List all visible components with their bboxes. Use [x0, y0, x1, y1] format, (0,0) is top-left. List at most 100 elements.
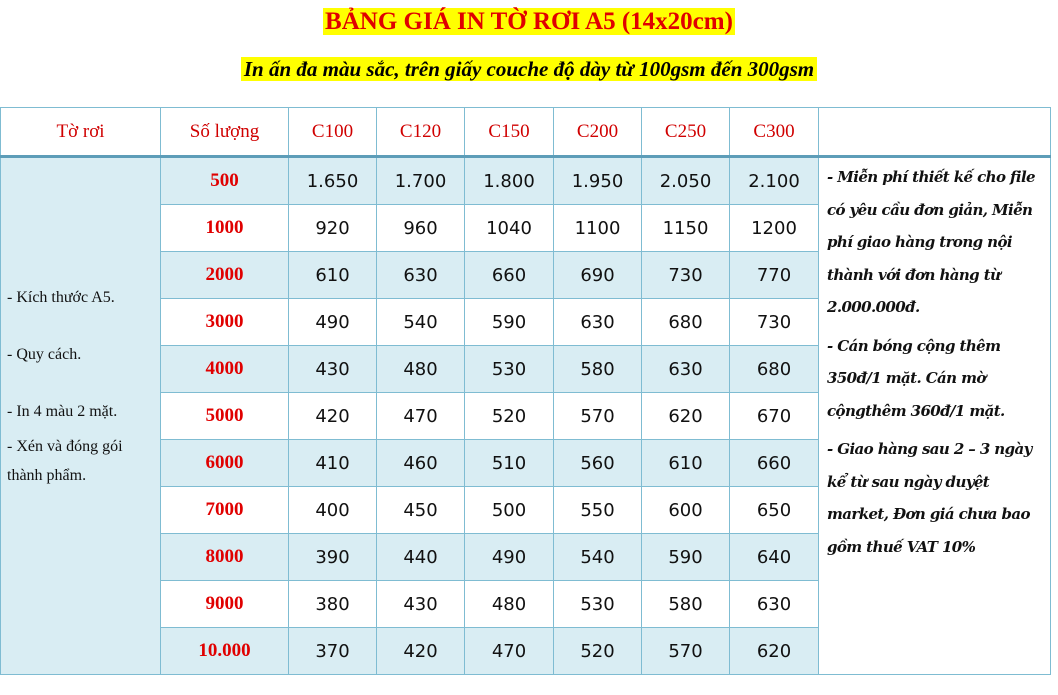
- price-cell: 1.700: [376, 156, 465, 205]
- table-row: 9000 380 430 480 530 580 630: [1, 580, 1051, 628]
- column-header: Số lượng: [160, 107, 289, 158]
- price-cell: 620: [641, 392, 730, 440]
- price-cell: 680: [729, 345, 819, 393]
- price-cell: 2.050: [641, 156, 730, 205]
- price-cell: 630: [553, 298, 642, 346]
- spec-cell: - Kích thước A5. - Quy cách. - In 4 màu 2 …: [0, 156, 161, 675]
- price-cell: 450: [376, 486, 465, 534]
- price-cell: 430: [288, 345, 377, 393]
- quantity-cell: 9000: [160, 580, 289, 628]
- price-cell: 400: [288, 486, 377, 534]
- price-cell: 1150: [641, 204, 730, 252]
- price-table: Tờ rơi Số lượng C100 C120 C150 C200 C250 C300 -…: [0, 107, 1051, 675]
- price-cell: 420: [376, 627, 465, 675]
- quantity-cell: 500: [160, 156, 289, 205]
- page-subtitle: In ấn đa màu sắc, trên giấy couche độ dà…: [0, 57, 1058, 82]
- price-cell: 630: [641, 345, 730, 393]
- column-header: C300: [729, 107, 819, 158]
- price-cell: 490: [288, 298, 377, 346]
- price-cell: 370: [288, 627, 377, 675]
- price-cell: 520: [553, 627, 642, 675]
- price-cell: 1.800: [464, 156, 554, 205]
- price-cell: 520: [464, 392, 554, 440]
- price-cell: 630: [376, 251, 465, 299]
- price-cell: 590: [641, 533, 730, 581]
- quantity-cell: 2000: [160, 251, 289, 299]
- price-cell: 460: [376, 439, 465, 487]
- column-header: C250: [641, 107, 730, 158]
- quantity-cell: 8000: [160, 533, 289, 581]
- spec-line: - In 4 màu 2 mặt.: [7, 402, 118, 420]
- price-cell: 1.950: [553, 156, 642, 205]
- column-header: Tờ rơi: [0, 107, 161, 158]
- price-cell: 640: [729, 533, 819, 581]
- price-cell: 500: [464, 486, 554, 534]
- price-cell: 2.100: [729, 156, 819, 205]
- note-paragraph: - Giao hàng sau 2 – 3 ngày kể từ sau ngà…: [827, 440, 1032, 556]
- price-cell: 380: [288, 580, 377, 628]
- price-cell: 600: [641, 486, 730, 534]
- price-cell: 620: [729, 627, 819, 675]
- price-cell: 610: [641, 439, 730, 487]
- price-cell: 610: [288, 251, 377, 299]
- table-row: 3000 490 540 590 630 680 730: [1, 298, 1051, 346]
- price-cell: 530: [553, 580, 642, 628]
- table-row: 8000 390 440 490 540 590 640: [1, 533, 1051, 581]
- price-cell: 570: [553, 392, 642, 440]
- price-cell: 660: [464, 251, 554, 299]
- price-cell: 540: [553, 533, 642, 581]
- table-row: 6000 410 460 510 560 610 660: [1, 439, 1051, 487]
- table-row: 5000 420 470 520 570 620 670: [1, 392, 1051, 440]
- price-cell: 570: [641, 627, 730, 675]
- spec-line: - Quy cách.: [7, 345, 82, 363]
- price-cell: 410: [288, 439, 377, 487]
- price-cell: 920: [288, 204, 377, 252]
- quantity-cell: 3000: [160, 298, 289, 346]
- price-cell: 580: [553, 345, 642, 393]
- notes-cell: - Miễn phí thiết kế cho file có yêu cầu …: [818, 156, 1051, 675]
- quantity-cell: 5000: [160, 392, 289, 440]
- column-header: C100: [288, 107, 377, 158]
- note-paragraph: - Cán bóng cộng thêm 350đ/1 mặt. Cán mờ …: [827, 336, 1005, 420]
- notes-header: [818, 107, 1051, 158]
- price-cell: 580: [641, 580, 730, 628]
- quantity-cell: 1000: [160, 204, 289, 252]
- price-cell: 560: [553, 439, 642, 487]
- price-cell: 530: [464, 345, 554, 393]
- column-header: C200: [553, 107, 642, 158]
- price-cell: 480: [464, 580, 554, 628]
- price-cell: 1040: [464, 204, 554, 252]
- quantity-cell: 4000: [160, 345, 289, 393]
- table-row: 10.000 370 420 470 520 570 620: [1, 627, 1051, 675]
- price-cell: 470: [464, 627, 554, 675]
- table-row: 1000 920 960 1040 1100 1150 1200: [1, 204, 1051, 252]
- note-paragraph: - Miễn phí thiết kế cho file có yêu cầu …: [827, 168, 1036, 316]
- price-cell: 510: [464, 439, 554, 487]
- table-row: 2000 610 630 660 690 730 770: [1, 251, 1051, 299]
- table-row: 7000 400 450 500 550 600 650: [1, 486, 1051, 534]
- price-cell: 630: [729, 580, 819, 628]
- price-cell: 690: [553, 251, 642, 299]
- price-cell: 730: [641, 251, 730, 299]
- price-cell: 390: [288, 533, 377, 581]
- price-cell: 1200: [729, 204, 819, 252]
- spec-line: - Xén và đóng gói thành phẩm.: [7, 437, 123, 484]
- column-header: C150: [464, 107, 554, 158]
- quantity-cell: 7000: [160, 486, 289, 534]
- price-cell: 480: [376, 345, 465, 393]
- price-cell: 470: [376, 392, 465, 440]
- price-cell: 960: [376, 204, 465, 252]
- price-cell: 1100: [553, 204, 642, 252]
- price-cell: 660: [729, 439, 819, 487]
- table-row: - Kích thước A5. - Quy cách. - In 4 màu 2 …: [0, 156, 1051, 675]
- price-cell: 670: [729, 392, 819, 440]
- price-cell: 540: [376, 298, 465, 346]
- price-cell: 730: [729, 298, 819, 346]
- price-cell: 430: [376, 580, 465, 628]
- page-title: BẢNG GIÁ IN TỜ RƠI A5 (14x20cm): [323, 8, 735, 35]
- price-cell: 490: [464, 533, 554, 581]
- price-cell: 550: [553, 486, 642, 534]
- price-cell: 770: [729, 251, 819, 299]
- price-cell: 650: [729, 486, 819, 534]
- price-cell: 1.650: [288, 156, 377, 205]
